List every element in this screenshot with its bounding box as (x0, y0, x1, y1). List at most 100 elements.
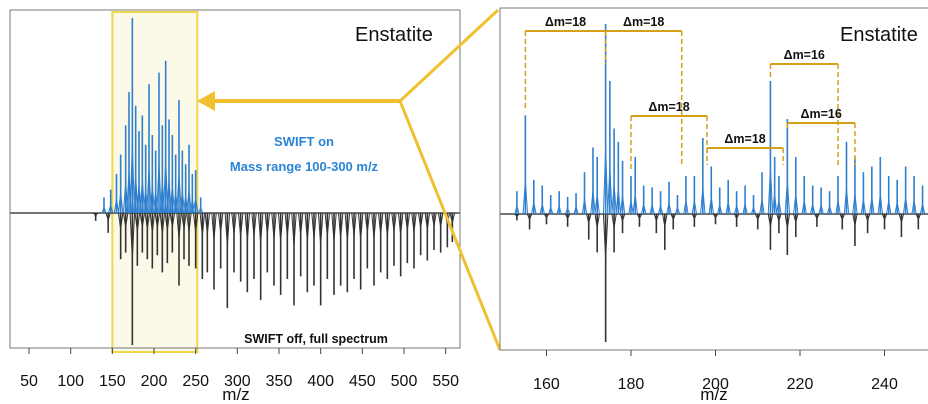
right-upper-shoulder (894, 201, 900, 215)
left-upper-shoulder (117, 192, 124, 214)
left-upper-shoulder (107, 202, 114, 214)
left-lower-shoulder (176, 212, 182, 239)
left-lower-shoulder (231, 212, 237, 234)
left-lower-shoulder (154, 212, 161, 228)
left-lower-shoulder (424, 212, 431, 230)
left-upper-shoulder (139, 178, 146, 214)
right-upper-shoulder (835, 200, 841, 215)
left-x-tick-label: 450 (349, 373, 376, 390)
right-x-axis-title: m/z (700, 385, 727, 404)
right-lower-shoulder (691, 213, 698, 220)
zoom-line-bottom (398, 100, 502, 351)
right-lower-shoulder (814, 213, 820, 220)
right-upper-shoulder (632, 193, 638, 215)
zoom-connectors (197, 8, 502, 351)
left-lower-shoulder (244, 212, 251, 241)
right-upper-shoulder (784, 180, 791, 215)
right-upper-shoulder (564, 206, 571, 215)
right-upper-shoulder (619, 195, 626, 215)
right-upper-shoulder (590, 190, 596, 215)
right-title: Enstatite (840, 24, 918, 46)
right-lower-shoulder (712, 213, 719, 219)
left-lower-shoulder (317, 212, 324, 246)
zoom-line-top (398, 8, 500, 103)
left-lower-shoulder (297, 212, 304, 236)
left-upper-shoulder (198, 206, 204, 214)
left-lower-shoulder (251, 212, 257, 237)
left-lower-shoulder (264, 212, 271, 234)
left-upper-shoulder (132, 175, 139, 214)
left-lower-shoulder (364, 212, 371, 233)
left-upper-shoulder (166, 180, 172, 214)
left-lower-shoulder (311, 212, 317, 239)
left-lower-shoulder (159, 212, 166, 234)
left-x-tick-label: 250 (182, 373, 209, 390)
right-lower-shoulder (526, 213, 533, 221)
right-lower-shoulder (514, 213, 520, 217)
left-x-ticks: 50 100 150 200 250 300 350 400 450 500 550 (20, 348, 459, 390)
delta-m-label: Δm=18 (724, 132, 765, 146)
mass-range-label: Mass range 100-300 m/z (230, 159, 379, 174)
right-x-tick-label: 220 (787, 376, 814, 393)
right-upper-shoulder (877, 193, 883, 215)
left-lower-shoulder (149, 212, 156, 233)
right-lower-shoulder (564, 213, 571, 220)
left-upper-shoulder (192, 197, 199, 214)
right-lower-shoulder (636, 213, 643, 220)
left-lower-shoulder (199, 212, 206, 237)
right-upper-shoulder (594, 193, 600, 215)
delta-m-label: Δm=18 (648, 100, 689, 114)
right-upper-shoulder (683, 200, 689, 215)
delta-m-label: Δm=18 (623, 15, 664, 29)
right-lower-shoulder (898, 213, 905, 224)
right-lower-shoulder (594, 213, 600, 228)
left-series (93, 18, 456, 345)
right-lower-shoulder (543, 213, 550, 219)
right-upper-shoulder (826, 204, 833, 215)
right-upper-shoulder (700, 187, 706, 215)
left-lower-shoulder (186, 212, 192, 232)
right-upper-shoulder (750, 205, 757, 215)
swift-off-label: SWIFT off, full spectrum (244, 332, 388, 346)
right-lower-shoulder (586, 213, 592, 224)
left-lower-shoulder (237, 212, 244, 238)
right-upper-shoulder (514, 204, 520, 215)
right-x-tick-label: 200 (702, 376, 729, 393)
left-upper-shoulder (179, 191, 186, 214)
left-lower-shoulder (371, 212, 377, 239)
right-upper-shoulder (919, 203, 926, 215)
left-lower-shoulder (397, 212, 404, 236)
left-upper-shoulder (149, 185, 156, 214)
right-upper-shoulder (852, 193, 858, 215)
right-lower-shoulder (776, 213, 782, 223)
right-x-tick-label: 240 (871, 376, 898, 393)
left-x-tick-label: 150 (99, 373, 126, 390)
left-lower-shoulder (337, 212, 344, 239)
left-panel: 50 100 150 200 250 300 350 400 450 500 550 Enstati… (9, 9, 461, 404)
left-lower-shoulder (271, 212, 277, 239)
right-upper-shoulder (649, 204, 655, 215)
right-delta-m-annotations: Δm=18 Δm=18 Δm=18 Δm=18 Δm=16 Δm=16 (524, 15, 856, 172)
left-lower-shoulder (284, 212, 291, 237)
left-lower-shoulder (331, 212, 337, 242)
left-lower-shoulder (122, 212, 129, 227)
right-series (514, 24, 926, 342)
right-x-tick-label: 160 (533, 376, 560, 393)
right-upper-shoulder (818, 204, 824, 215)
left-upper-shoulder (186, 189, 192, 214)
left-upper-shoulder (176, 173, 182, 214)
left-plot-frame (9, 9, 461, 349)
right-lower-shoulder (767, 213, 774, 227)
left-lower-shoulder (211, 212, 217, 240)
left-lower-shoulder (257, 212, 264, 244)
left-lower-shoulder (117, 212, 124, 230)
right-x-tick-label: 180 (618, 376, 645, 393)
right-upper-shoulder (556, 204, 562, 215)
right-upper-shoulder (843, 188, 850, 215)
left-lower-shoulder (217, 212, 224, 233)
right-upper-shoulder (860, 199, 867, 215)
right-upper-shoulder (611, 184, 617, 215)
left-upper-shoulder (162, 159, 169, 214)
delta-m-label: Δm=16 (800, 107, 841, 121)
